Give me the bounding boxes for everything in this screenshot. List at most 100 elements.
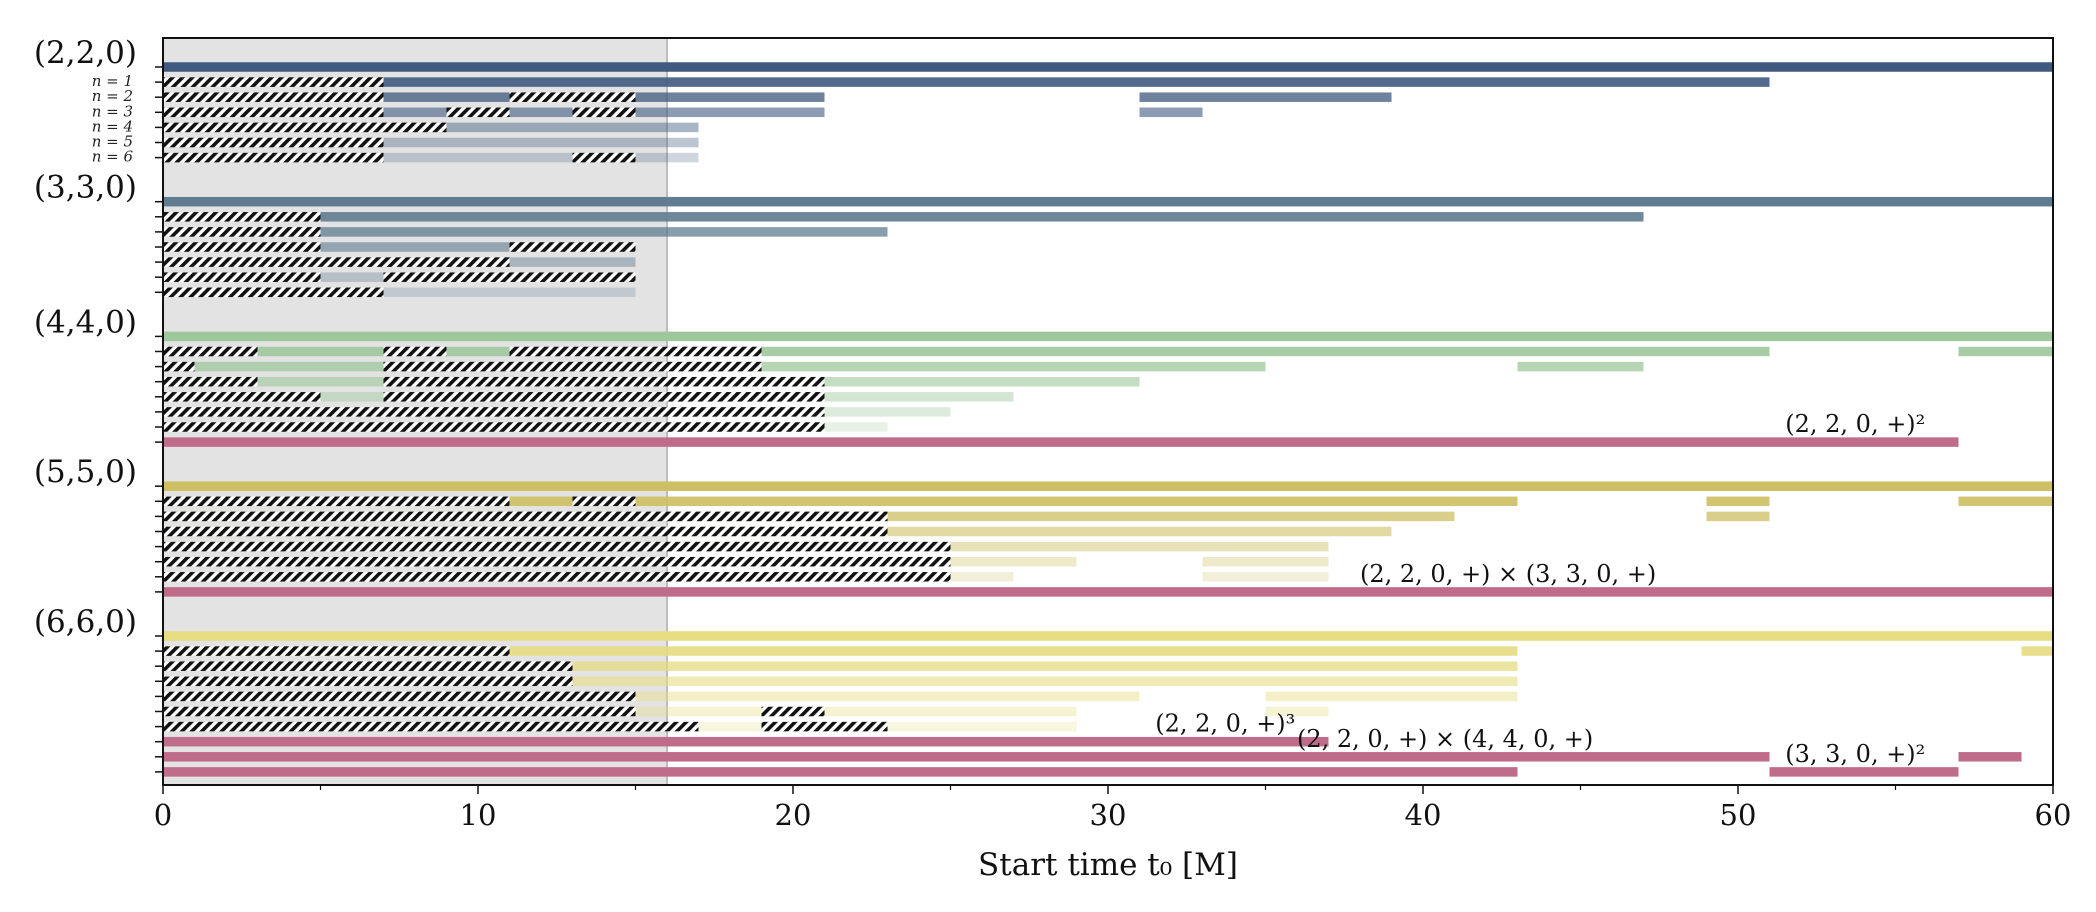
interval-bar xyxy=(1139,92,1392,102)
quadratic-bar xyxy=(1958,752,2022,762)
quadratic-bar xyxy=(163,437,1959,447)
interval-bar xyxy=(163,481,2053,491)
hatched-interval xyxy=(163,376,258,387)
interval-bar xyxy=(163,676,1518,687)
quadratic-bar xyxy=(1769,767,1959,777)
hatched-interval xyxy=(163,346,258,357)
quadratic-bar xyxy=(163,752,1770,762)
hatched-interval xyxy=(163,646,510,656)
hatched-interval xyxy=(572,496,636,507)
quadratic-bar xyxy=(163,767,1518,777)
group-label: (5,5,0) xyxy=(34,454,137,490)
hatched-interval xyxy=(163,152,384,163)
hatched-interval xyxy=(572,152,636,163)
quadratic-bar xyxy=(163,736,1329,747)
x-tick-label: 50 xyxy=(1720,798,1757,832)
hatched-interval xyxy=(163,92,384,102)
hatched-interval xyxy=(163,661,573,671)
interval-bar xyxy=(1517,361,1644,372)
hatched-interval xyxy=(163,422,825,432)
interval-bar xyxy=(163,212,1644,222)
overtone-label: n = 5 xyxy=(92,133,133,151)
group-label: (4,4,0) xyxy=(34,304,137,340)
hatched-interval xyxy=(509,346,762,357)
interval-bar xyxy=(1202,556,1329,567)
x-tick-label: 0 xyxy=(154,798,172,832)
hatched-interval xyxy=(163,257,510,267)
interval-bar xyxy=(163,62,2053,72)
hatched-interval xyxy=(163,572,951,582)
hatched-interval xyxy=(163,706,636,717)
hatched-interval xyxy=(761,721,888,732)
x-tick-label: 60 xyxy=(2035,798,2072,832)
y-axis: n = 1n = 2n = 3n = 4n = 5n = 6 (2,2,0) (3,… xyxy=(34,35,163,773)
interval-bar xyxy=(1958,346,2053,357)
hatched-interval xyxy=(383,392,825,402)
overtone-label: n = 3 xyxy=(92,102,133,120)
group-label: (6,6,0) xyxy=(34,604,137,640)
overtone-label: n = 2 xyxy=(92,87,133,105)
hatched-interval xyxy=(163,107,384,118)
hatched-interval xyxy=(509,242,636,252)
bars-layer xyxy=(163,62,2053,777)
hatched-interval xyxy=(163,287,384,298)
x-tick-label: 30 xyxy=(1090,798,1127,832)
hatched-interval xyxy=(163,676,573,687)
interval-bar xyxy=(1958,496,2053,507)
overtone-label: n = 4 xyxy=(92,117,133,135)
interval-bar xyxy=(1202,572,1329,582)
interval-bar xyxy=(163,242,636,252)
hatched-interval xyxy=(446,107,510,118)
x-axis-label: Start time t₀ [M] xyxy=(978,847,1238,883)
hatched-interval xyxy=(383,361,762,372)
plot-frame xyxy=(162,37,2054,786)
x-tick-label: 20 xyxy=(775,798,812,832)
hatched-interval xyxy=(163,272,321,282)
interval-bar xyxy=(1139,107,1203,118)
quadratic-annotation: (2, 2, 0, +) × (4, 4, 0, +) xyxy=(1297,725,1593,753)
quadratic-annotation: (2, 2, 0, +)³ xyxy=(1155,710,1295,738)
interval-bar xyxy=(163,646,1518,656)
hatched-interval xyxy=(163,122,447,133)
hatched-interval xyxy=(163,242,321,252)
quadratic-annotation: (2, 2, 0, +) × (3, 3, 0, +) xyxy=(1360,560,1656,588)
hatched-interval xyxy=(509,92,636,102)
hatched-interval xyxy=(761,706,825,717)
hatched-interval xyxy=(163,212,321,222)
interval-bar xyxy=(163,631,2053,641)
quadratic-bar xyxy=(163,587,2053,597)
interval-bar xyxy=(163,661,1518,671)
x-axis: 0 10 20 30 40 50 60 xyxy=(154,785,2072,832)
interval-bar xyxy=(1706,496,1770,507)
interval-bar xyxy=(163,196,2053,207)
hatched-interval xyxy=(163,361,195,372)
interval-bar xyxy=(163,691,1140,702)
interval-bar xyxy=(163,137,699,148)
interval-bar xyxy=(163,496,1518,507)
hatched-interval xyxy=(383,272,636,282)
overtone-label: n = 6 xyxy=(92,148,134,166)
annotations: (2, 2, 0, +)² (2, 2, 0, +) × (3, 3, 0, +)… xyxy=(1155,410,1925,768)
interval-bar xyxy=(1706,511,1770,522)
overtone-label: n = 1 xyxy=(92,72,133,90)
hatched-interval xyxy=(163,77,384,87)
interval-bar xyxy=(163,77,1770,87)
hatched-interval xyxy=(163,691,636,702)
hatched-interval xyxy=(163,496,510,507)
hatched-interval xyxy=(383,346,447,357)
quadratic-annotation: (2, 2, 0, +)² xyxy=(1785,410,1925,438)
hatched-interval xyxy=(572,107,636,118)
x-tick-label: 40 xyxy=(1405,798,1442,832)
interval-bar xyxy=(1265,706,1329,717)
interval-bar xyxy=(163,331,2053,342)
quadratic-annotation: (3, 3, 0, +)² xyxy=(1785,740,1925,768)
interval-bar xyxy=(1265,691,1518,702)
hatched-interval xyxy=(163,407,825,417)
interval-bar xyxy=(163,92,825,102)
interval-bar xyxy=(163,227,888,237)
hatched-interval xyxy=(163,526,888,537)
group-label: (2,2,0) xyxy=(34,35,137,71)
hatched-interval xyxy=(163,511,888,522)
x-tick-label: 10 xyxy=(460,798,497,832)
